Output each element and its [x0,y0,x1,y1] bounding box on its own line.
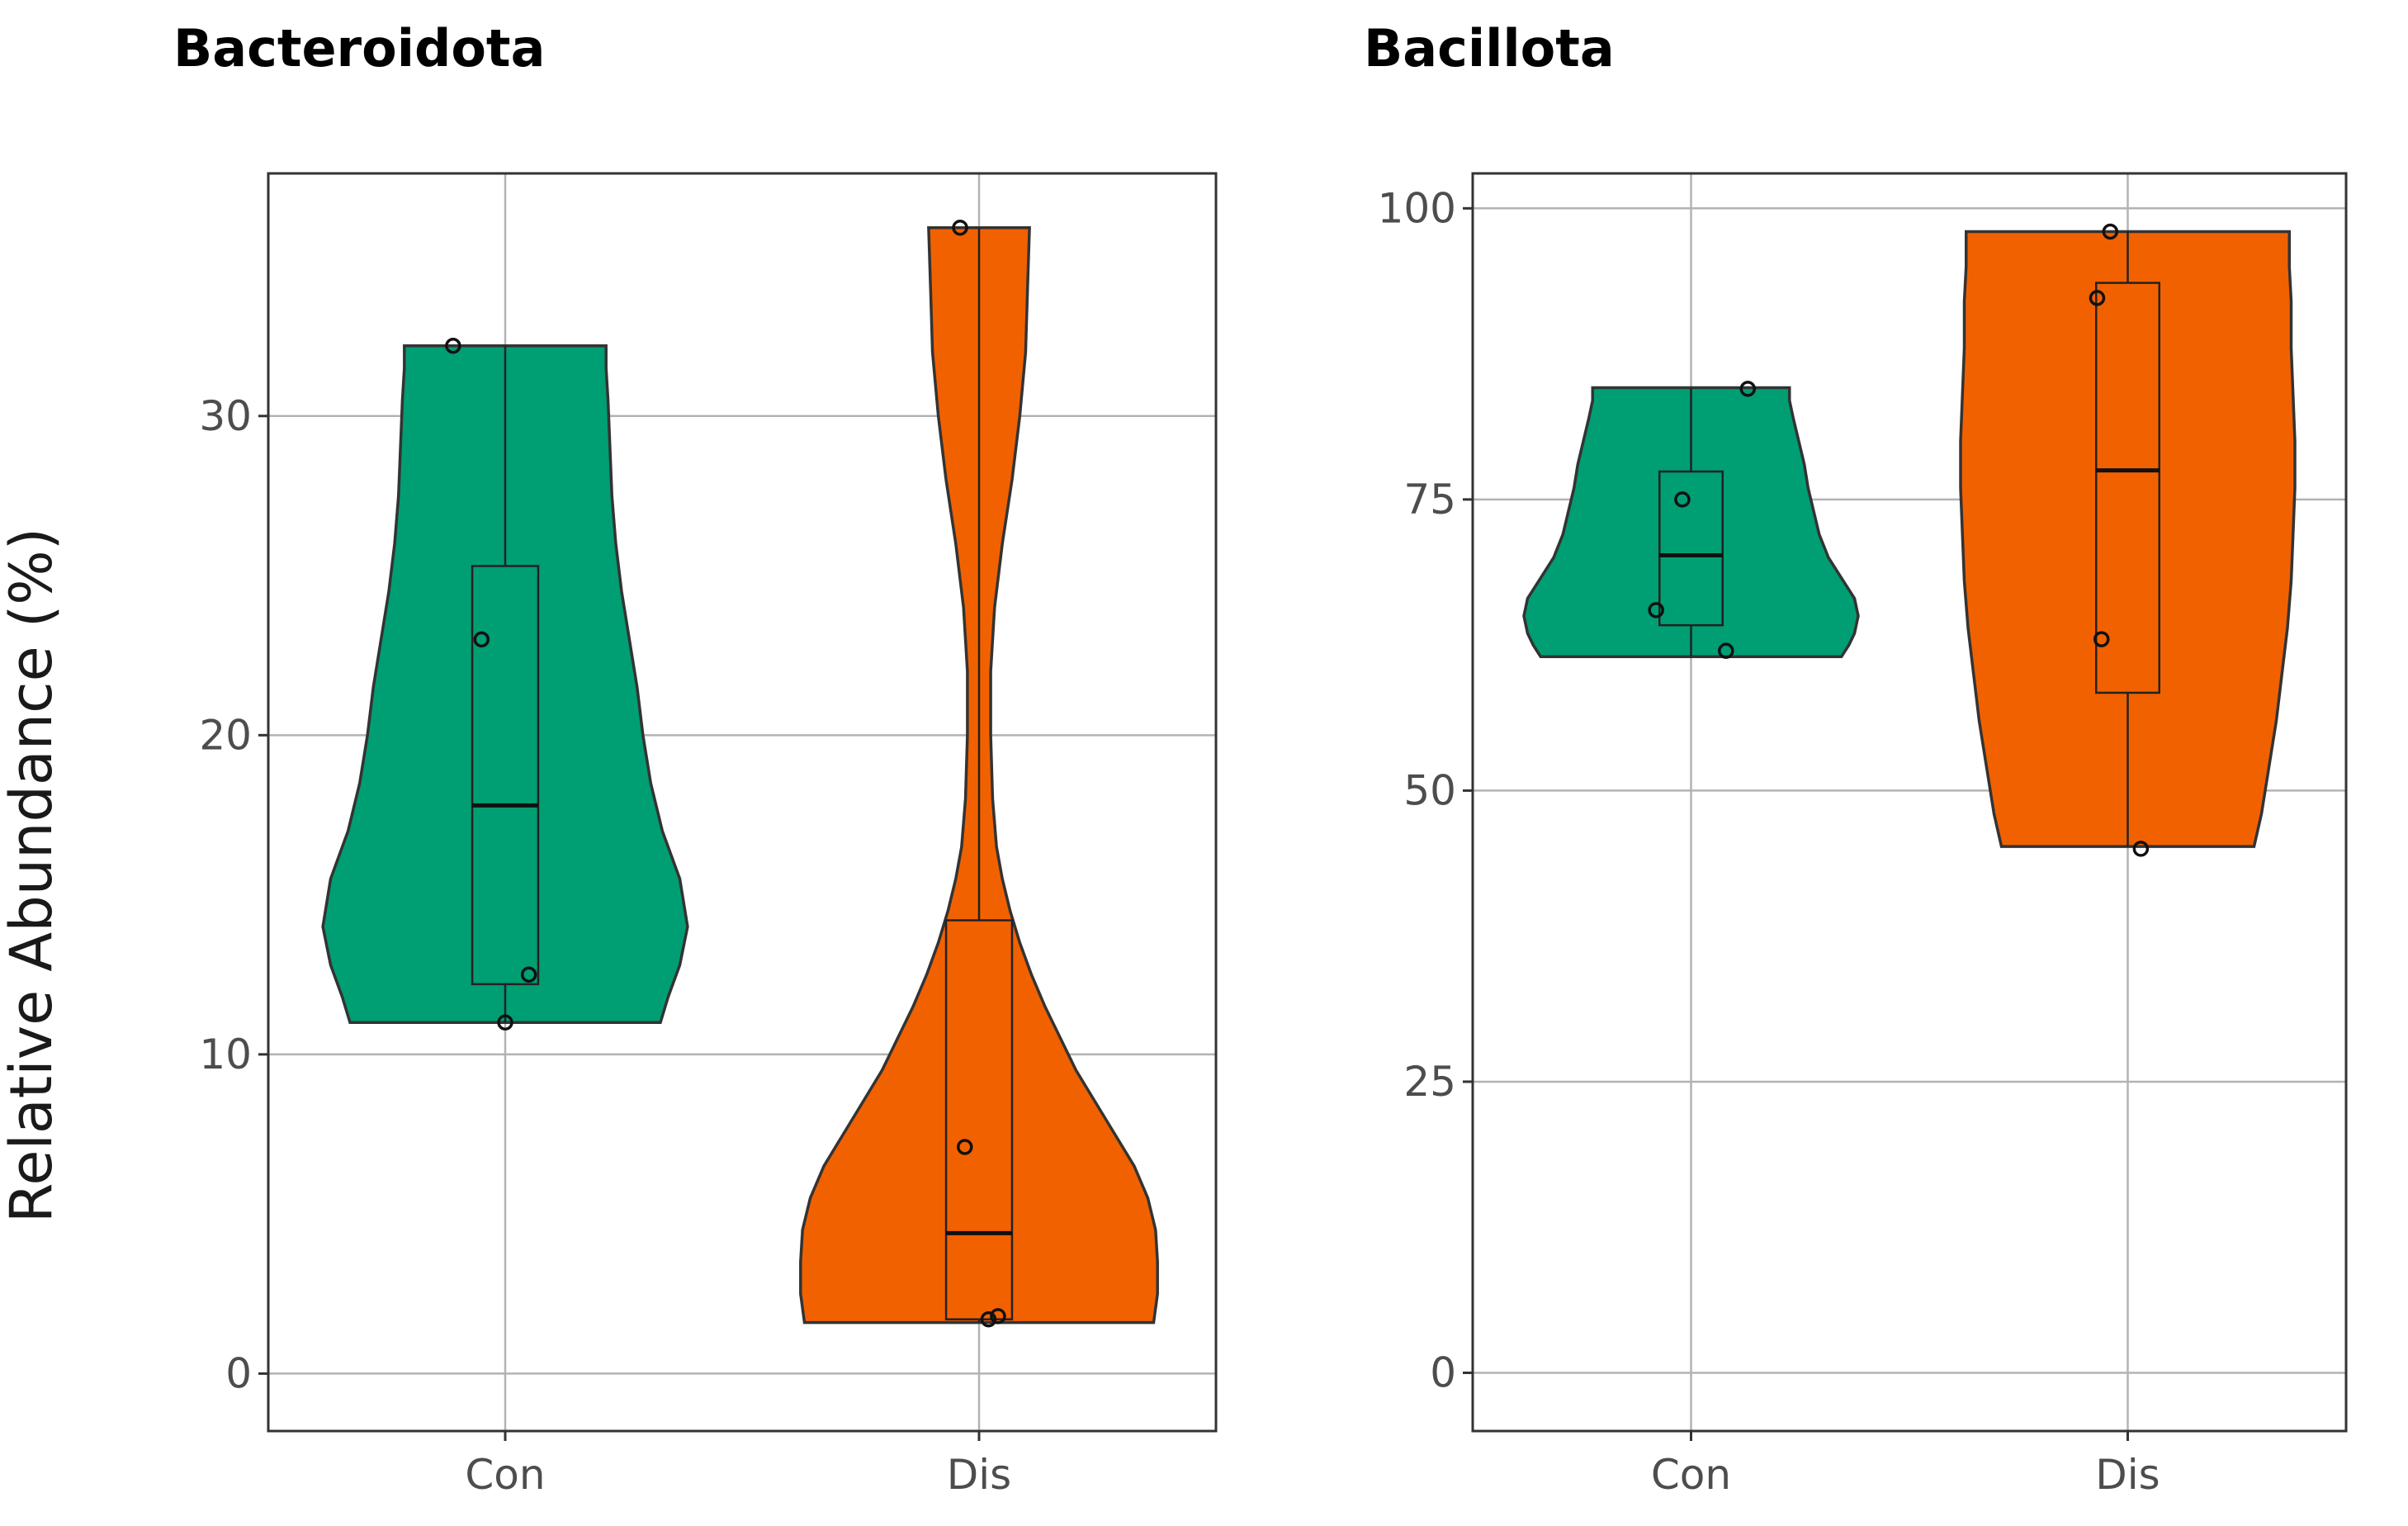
panel-bacillota: Bacillota 0 25 50 75 100 Con Dis [1364,18,2348,1499]
x-tick-label: Dis [947,1451,1011,1499]
data-point [1739,381,1757,397]
plot-frame [1471,172,2348,1433]
data-point [497,1014,513,1031]
data-point [1718,642,1734,659]
boxplot-con [1658,470,1724,627]
data-point [473,631,490,648]
x-tick-label: Con [465,1451,545,1499]
boxplot-con [471,565,540,986]
y-tick-label: 50 [1403,766,1456,814]
y-tick-label: 30 [199,392,252,440]
data-point [2089,290,2106,306]
data-point [1674,491,1691,508]
x-tick-label: Dis [2095,1451,2160,1499]
violin-dis [1959,230,2297,848]
boxplot-dis [944,919,1014,1320]
panel-bacteroidota: Bacteroidota 0 10 20 30 Con Dis [173,18,1218,1499]
y-tick-label: 10 [199,1031,252,1078]
y-tick-label: 0 [225,1349,252,1397]
x-tick-label: Con [1651,1451,1731,1499]
plot-frame [267,172,1218,1433]
data-point [990,1308,1006,1325]
violin-con [1522,386,1860,658]
data-point [445,337,461,354]
y-tick-label: 25 [1403,1058,1456,1106]
y-tick-label: 0 [1430,1348,1456,1396]
y-tick-label: 75 [1403,476,1456,524]
data-point [2102,223,2119,240]
panel-title-bacteroidota: Bacteroidota [173,18,545,78]
data-point [520,966,537,983]
data-point [1648,602,1664,618]
data-point [952,219,968,236]
panel-title-bacillota: Bacillota [1364,18,1615,78]
y-tick-label: 20 [199,711,252,759]
y-axis-label: Relative Abundance (%) [0,528,65,1223]
data-point [2132,841,2150,857]
violin-con [321,344,689,1024]
boxplot-dis [2095,282,2160,694]
data-point [980,1310,997,1328]
data-point [2093,631,2110,647]
data-point [957,1139,973,1155]
y-tick-label: 100 [1378,184,1456,232]
